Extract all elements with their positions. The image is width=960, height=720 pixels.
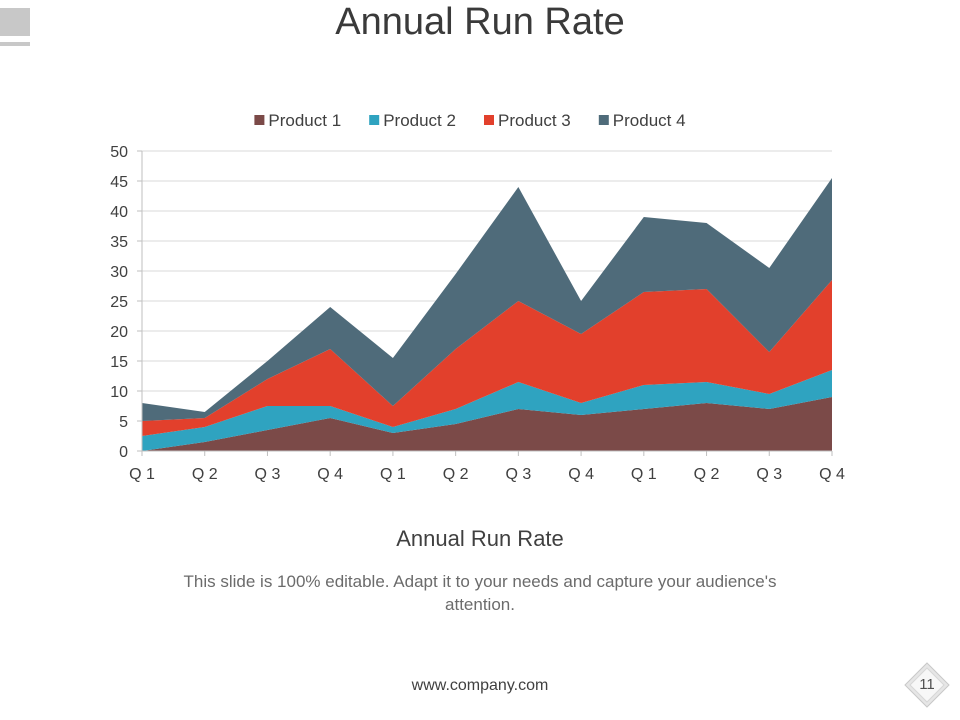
area-series-3 <box>142 280 832 436</box>
y-tick-label: 5 <box>119 414 128 431</box>
x-tick-label: Q 3 <box>255 466 281 483</box>
area-series-2 <box>142 370 832 451</box>
slide-description: This slide is 100% editable. Adapt it to… <box>183 572 777 614</box>
stacked-area-chart: 0 5 10 15 20 25 30 35 40 45 50 Q 1 Q 2 Q 3 Q 4 Q 1 Q 2 Q … <box>110 111 845 483</box>
legend-swatch-4 <box>598 115 609 125</box>
y-tick-label: 50 <box>110 144 128 161</box>
x-tick-label: Q 3 <box>505 466 531 483</box>
y-tick-label: 0 <box>119 444 128 461</box>
x-tick-label: Q 4 <box>568 466 594 483</box>
page-number: 11 <box>919 676 935 693</box>
x-tick-label: Q 3 <box>756 466 782 483</box>
page-number-badge: 11 <box>904 662 950 708</box>
x-tick-label: Q 2 <box>694 466 720 483</box>
slide-title: Annual Run Rate <box>335 1 625 43</box>
x-tick-label: Q 1 <box>129 466 155 483</box>
y-tick-label: 40 <box>110 204 128 221</box>
y-tick-label: 30 <box>110 264 128 281</box>
legend-label-1: Product 1 <box>268 111 341 130</box>
y-tick-label: 15 <box>110 354 128 371</box>
corner-block <box>0 8 30 36</box>
x-tick-label: Q 4 <box>819 466 845 483</box>
x-tick-label: Q 4 <box>317 466 343 483</box>
legend-swatch-1 <box>254 115 265 125</box>
x-tick-label: Q 1 <box>380 466 406 483</box>
y-tick-label: 20 <box>110 324 128 341</box>
area-series-1 <box>142 397 832 451</box>
x-tick-label: Q 2 <box>192 466 218 483</box>
y-tick-label: 45 <box>110 174 128 191</box>
y-tick-label: 35 <box>110 234 128 251</box>
x-tick-label: Q 1 <box>631 466 657 483</box>
legend-label-2: Product 2 <box>383 111 456 130</box>
area-series-4 <box>142 178 832 421</box>
legend-label-3: Product 3 <box>498 111 571 130</box>
legend-label-4: Product 4 <box>613 111 686 130</box>
x-tick-label: Q 2 <box>443 466 469 483</box>
corner-line <box>0 42 30 46</box>
diamond-badge-icon <box>904 662 950 708</box>
legend-swatch-2 <box>369 115 380 125</box>
corner-decoration <box>0 8 30 46</box>
legend-swatch-3 <box>484 115 494 125</box>
footer-url[interactable]: www.company.com <box>411 677 549 694</box>
y-tick-label: 10 <box>110 384 128 401</box>
chart-subtitle: Annual Run Rate <box>396 526 564 551</box>
y-tick-label: 25 <box>110 294 128 311</box>
